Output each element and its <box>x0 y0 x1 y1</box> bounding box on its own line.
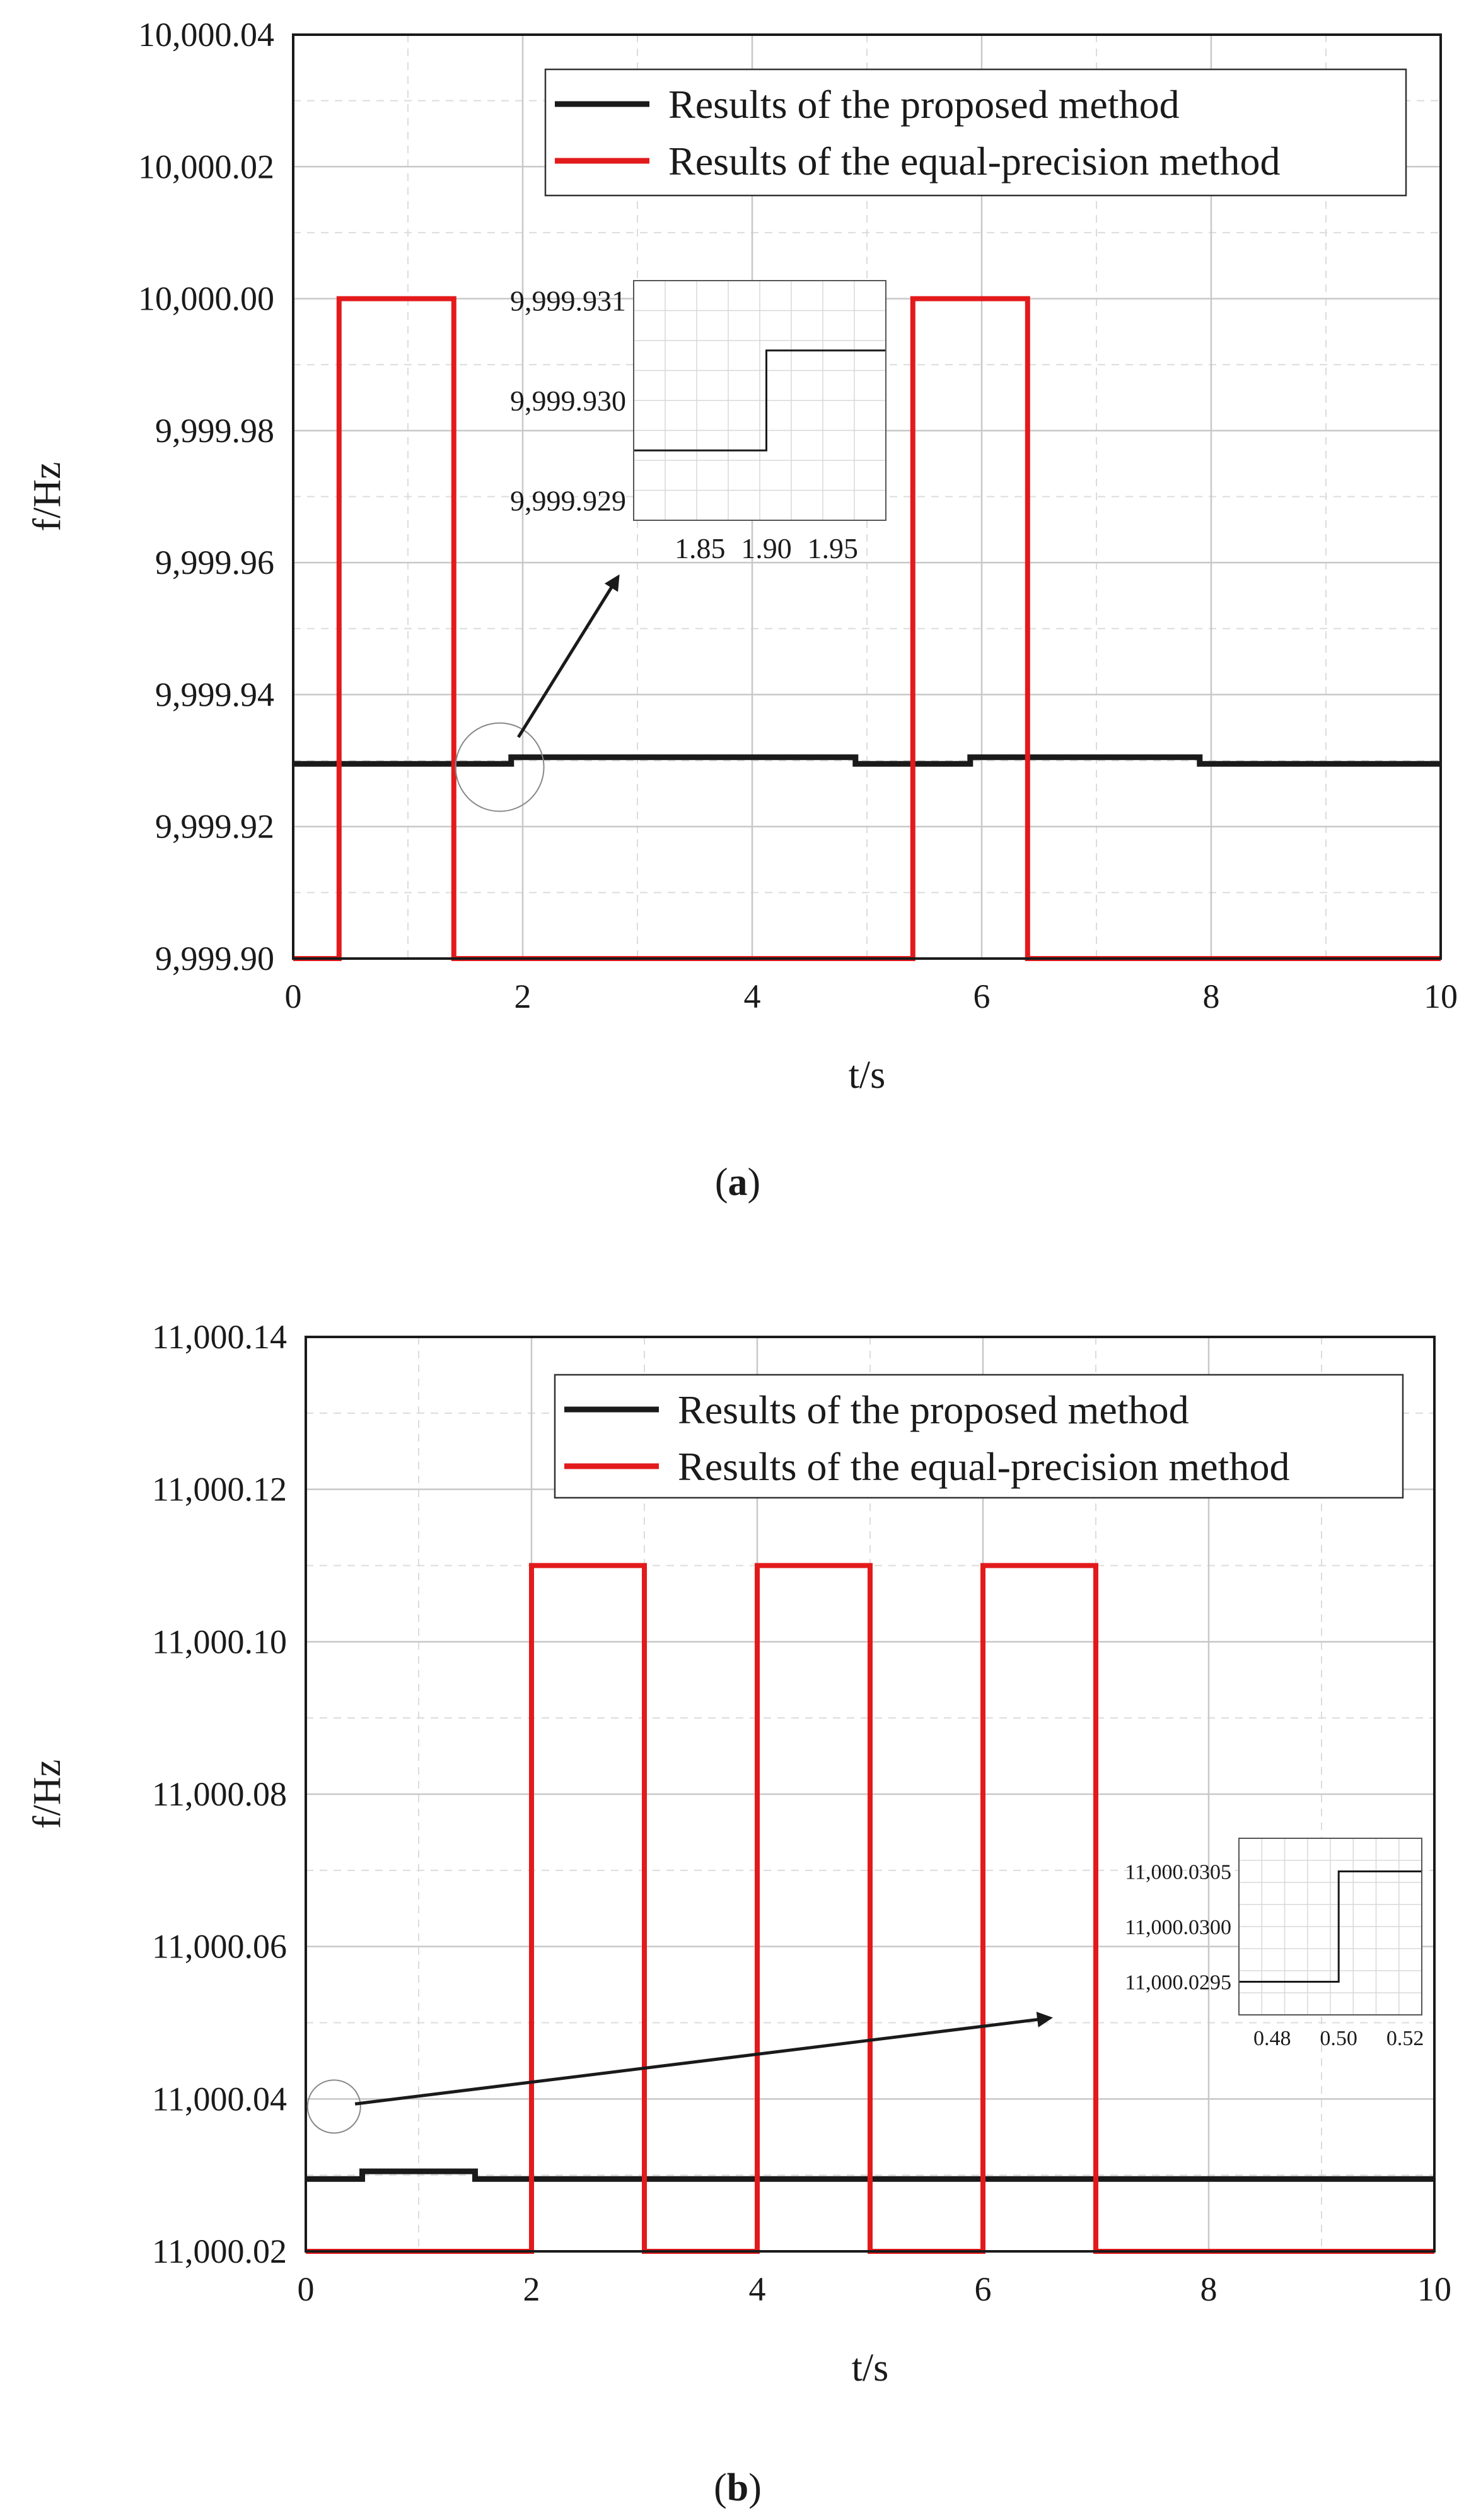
x-tick-label: 4 <box>749 2270 766 2308</box>
inset-y-tick-label: 9,999.931 <box>510 285 626 317</box>
caption-paren-open: ( <box>715 1161 728 1204</box>
inset-x-tick-label: 1.90 <box>741 532 792 564</box>
chart-b: 0 2 4 6 8 10 11,000.02 11,000.04 11,000.06 11,000… <box>26 1318 1451 2509</box>
legend-box <box>554 1374 1404 1499</box>
x-tick-label: 10 <box>1424 977 1458 1015</box>
legend-label: Results of the equal-precision method <box>678 1444 1289 1489</box>
zoom-marker-circle <box>306 2079 361 2134</box>
inset-a: 1.85 1.90 1.95 9,999.929 9,999.930 9,999.931 <box>510 280 886 564</box>
caption-paren-open: ( <box>714 2466 727 2509</box>
series-line-equal-precision <box>306 1563 1434 2254</box>
y-tick-label: 9,999.92 <box>155 808 274 846</box>
inset-x-tick-label: 1.85 <box>675 532 726 564</box>
y-tick-label: 9,999.96 <box>155 544 274 581</box>
x-tick-label: 8 <box>1203 977 1220 1015</box>
x-axis-label: t/s <box>852 2347 889 2389</box>
chart-a: 0 2 4 6 8 10 9,999.90 9,999.92 9,999.94 9,999.96 9… <box>26 16 1458 1204</box>
x-tick-label: 0 <box>298 2270 315 2308</box>
y-tick-label: 11,000.10 <box>152 1623 287 1660</box>
zoom-arrow <box>354 2012 1053 2106</box>
x-tick-label: 6 <box>973 977 991 1015</box>
plot-frame <box>305 1336 1436 2253</box>
inset-y-tick-label: 11,000.0300 <box>1125 1916 1231 1939</box>
x-axis-label: t/s <box>849 1054 886 1097</box>
inset-series-line <box>634 349 886 452</box>
zoom-marker-circle <box>455 722 545 812</box>
inset-x-tick-label: 1.95 <box>808 532 859 564</box>
y-tick-label: 11,000.06 <box>152 1928 287 1966</box>
y-tick-label: 9,999.90 <box>155 940 274 977</box>
inset-y-tick-label: 11,000.0295 <box>1125 1971 1231 1995</box>
y-tick-label: 11,000.14 <box>152 1318 287 1356</box>
figure-caption: (a) <box>715 1161 760 1204</box>
inset-y-tick-label: 9,999.930 <box>510 385 626 417</box>
plot-frame <box>292 33 1442 960</box>
inset-series-line <box>1239 1870 1422 1983</box>
caption-letter: b <box>727 2466 748 2509</box>
caption-paren-close: ) <box>748 2466 762 2509</box>
y-tick-label: 10,000.02 <box>138 148 274 185</box>
y-tick-label: 9,999.98 <box>155 412 274 450</box>
y-tick-label: 11,000.12 <box>152 1471 287 1508</box>
y-tick-label: 11,000.02 <box>152 2232 287 2270</box>
legend-label: Results of the proposed method <box>668 82 1180 127</box>
x-tick-label: 10 <box>1417 2270 1451 2308</box>
inset-y-tick-label: 9,999.929 <box>510 484 626 516</box>
y-axis-label: f/Hz <box>26 462 69 531</box>
inset-y-tick-label: 11,000.0305 <box>1125 1861 1231 1884</box>
y-tick-label: 9,999.94 <box>155 675 274 713</box>
inset-x-tick-label: 0.50 <box>1320 2027 1357 2050</box>
legend-box <box>544 68 1407 197</box>
x-tick-label: 2 <box>523 2270 540 2308</box>
inset-x-tick-label: 0.48 <box>1253 2027 1291 2050</box>
figure-caption: (b) <box>714 2466 762 2509</box>
inset-b: 0.48 0.50 0.52 11,000.0295 11,000.0300 11,000… <box>1125 1838 1424 2050</box>
y-axis-label: f/Hz <box>26 1759 69 1829</box>
x-tick-label: 8 <box>1200 2270 1217 2308</box>
legend-label: Results of the proposed method <box>678 1387 1189 1432</box>
y-tick-label: 10,000.00 <box>138 280 274 318</box>
caption-paren-close: ) <box>748 1161 761 1204</box>
y-tick-label: 11,000.04 <box>152 2080 287 2118</box>
x-tick-label: 2 <box>514 977 532 1015</box>
inset-x-tick-label: 0.52 <box>1386 2027 1424 2050</box>
x-tick-label: 6 <box>975 2270 992 2308</box>
zoom-arrow <box>517 574 620 738</box>
y-tick-label: 11,000.08 <box>152 1775 287 1813</box>
caption-letter: a <box>728 1161 748 1204</box>
series-line-proposed <box>306 2168 1434 2182</box>
x-tick-label: 4 <box>744 977 761 1015</box>
y-tick-label: 10,000.04 <box>138 16 274 54</box>
inset-frame <box>633 280 886 521</box>
inset-frame <box>1238 1838 1422 2015</box>
x-tick-label: 0 <box>285 977 302 1015</box>
legend-label: Results of the equal-precision method <box>668 139 1280 184</box>
